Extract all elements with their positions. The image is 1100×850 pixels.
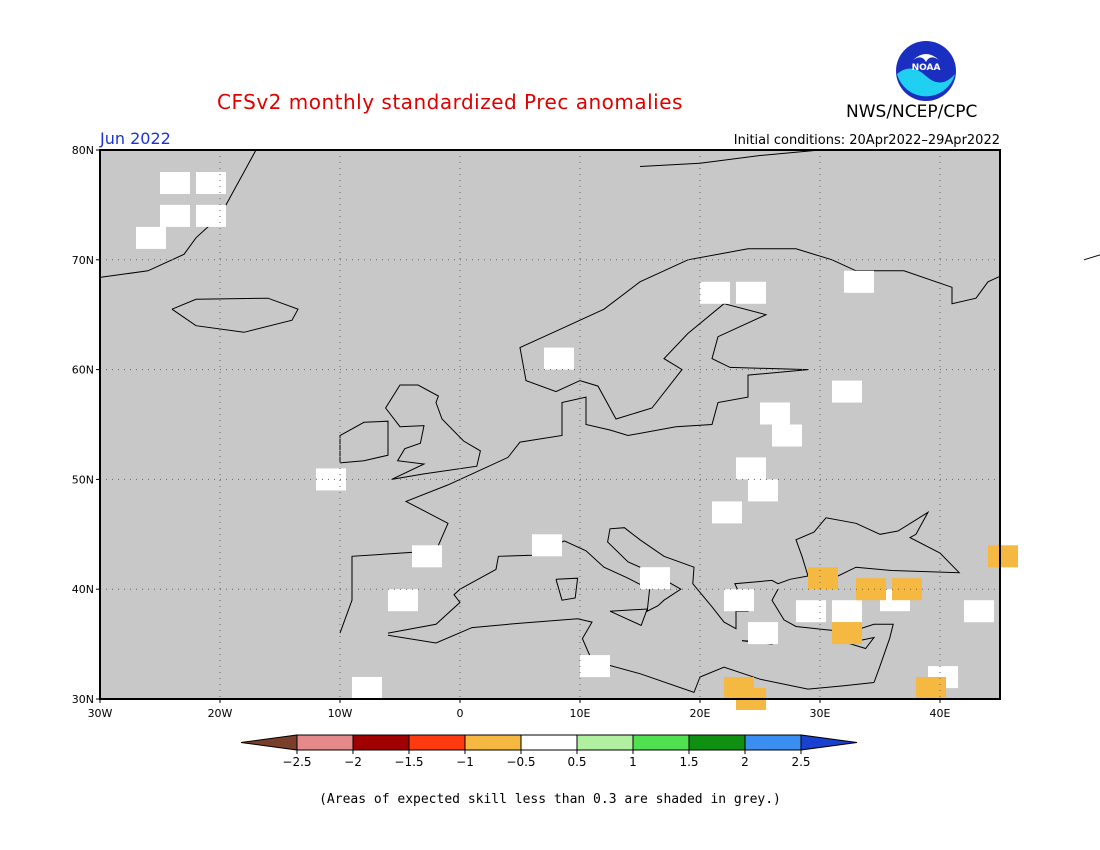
initial-conditions-label: Initial conditions: 20Apr2022–29Apr2022 xyxy=(733,133,1000,148)
lon-tick-label-40E: 40E xyxy=(930,707,951,720)
legend-label-3: −1 xyxy=(456,755,474,769)
legend-label-6: 1 xyxy=(629,755,637,769)
anomaly-cell-5 xyxy=(700,281,730,304)
lon-tick-label-30W: 30W xyxy=(88,707,113,720)
coastline-9 xyxy=(609,608,648,627)
anomaly-cell-3 xyxy=(160,204,190,227)
legend-box-5 xyxy=(576,734,634,751)
map-frame: 30N 40N 50N 60N 70N 80N 30W 20W 10W 0 10E 20E 30E 40E xyxy=(72,144,1100,720)
coastline-12 xyxy=(639,149,821,167)
anomaly-cell-0 xyxy=(160,172,190,194)
anomaly-cell-28 xyxy=(352,677,382,699)
coastline-1 xyxy=(387,510,961,634)
anomaly-cell-18 xyxy=(388,589,418,612)
legend-box-6 xyxy=(632,734,690,751)
legend-label-1: −2 xyxy=(344,755,362,769)
anomaly-cell-7 xyxy=(844,270,874,293)
anomaly-cell-17 xyxy=(412,545,442,568)
legend-box-8 xyxy=(744,734,802,751)
coastline-0 xyxy=(339,248,1001,634)
anomaly-cell-38 xyxy=(988,545,1018,568)
coastline-6 xyxy=(171,297,299,333)
anomaly-cell-14 xyxy=(712,501,742,524)
anomaly-cell-19 xyxy=(640,567,670,590)
lat-tick-label-80N: 80N xyxy=(72,144,94,157)
anomaly-cell-23 xyxy=(796,600,826,623)
lon-tick-label-30E: 30E xyxy=(810,707,831,720)
noaa-logo: NOAA xyxy=(895,40,957,102)
legend-label-7: 1.5 xyxy=(679,755,698,769)
coastline-4 xyxy=(339,420,389,464)
coastline-3 xyxy=(387,618,875,694)
lon-tick-label-0: 0 xyxy=(457,707,464,720)
lon-tick-label-10E: 10E xyxy=(570,707,591,720)
anomaly-cell-6 xyxy=(736,281,766,304)
anomaly-cell-11 xyxy=(772,424,802,447)
anomaly-cell-4 xyxy=(136,226,166,249)
anomaly-cell-20 xyxy=(724,589,754,612)
coastline-8 xyxy=(555,577,579,601)
legend-box-7 xyxy=(688,734,746,751)
legend-label-9: 2.5 xyxy=(791,755,810,769)
legend-box-0 xyxy=(296,734,354,751)
lat-tick-label-30N: 30N xyxy=(72,693,94,706)
legend-box-4 xyxy=(520,734,578,751)
anomaly-cell-12 xyxy=(736,457,766,480)
anomaly-cell-1 xyxy=(196,172,226,194)
anomaly-cell-13 xyxy=(748,479,778,502)
lat-tick-label-50N: 50N xyxy=(72,473,94,486)
legend-label-0: −2.5 xyxy=(282,755,311,769)
organization-label: NWS/NCEP/CPC xyxy=(846,102,978,122)
legend-label-2: −1.5 xyxy=(394,755,423,769)
anomaly-cell-8 xyxy=(544,347,574,370)
lon-tick-label-20W: 20W xyxy=(208,707,233,720)
legend-box-3 xyxy=(464,734,522,751)
anomaly-cell-29 xyxy=(580,655,610,678)
anomaly-cell-2 xyxy=(196,204,226,227)
legend-box-1 xyxy=(352,734,410,751)
lat-tick-label-60N: 60N xyxy=(72,364,94,377)
legend-label-4: −0.5 xyxy=(506,755,535,769)
anomaly-cell-33 xyxy=(892,578,922,601)
anomaly-cell-22 xyxy=(832,600,862,623)
color-legend: −2.5 −2 −1.5 −1 −0.5 0.5 1 1.5 2 2.5 xyxy=(240,734,858,769)
coastline-5 xyxy=(384,384,481,480)
anomaly-cell-9 xyxy=(832,380,862,403)
lat-tick-label-40N: 40N xyxy=(72,583,94,596)
skill-footnote: (Areas of expected skill less than 0.3 a… xyxy=(319,792,781,807)
map-background xyxy=(100,150,1000,699)
legend-arrow-high xyxy=(800,734,858,751)
chart-title: CFSv2 monthly standardized Prec anomalie… xyxy=(217,90,683,114)
lon-tick-label-10W: 10W xyxy=(328,707,353,720)
legend-arrow-low xyxy=(240,734,298,751)
anomaly-cell-16 xyxy=(532,534,562,557)
coastline-13 xyxy=(1083,254,1100,261)
anomaly-cell-27 xyxy=(964,600,994,623)
lon-tick-label-20E: 20E xyxy=(690,707,711,720)
target-month-label: Jun 2022 xyxy=(100,129,171,148)
svg-text:NOAA: NOAA xyxy=(912,63,941,73)
anomaly-cell-21 xyxy=(748,622,778,645)
map-border xyxy=(99,149,1001,700)
legend-box-2 xyxy=(408,734,466,751)
anomaly-cell-32 xyxy=(856,578,886,601)
anomaly-cell-34 xyxy=(832,622,862,645)
anomaly-cell-31 xyxy=(808,567,838,590)
legend-label-5: 0.5 xyxy=(567,755,586,769)
anomaly-cell-15 xyxy=(316,468,346,491)
anomaly-cell-37 xyxy=(916,677,946,699)
anomaly-cell-10 xyxy=(760,402,790,425)
legend-label-8: 2 xyxy=(741,755,749,769)
lat-tick-label-70N: 70N xyxy=(72,254,94,267)
